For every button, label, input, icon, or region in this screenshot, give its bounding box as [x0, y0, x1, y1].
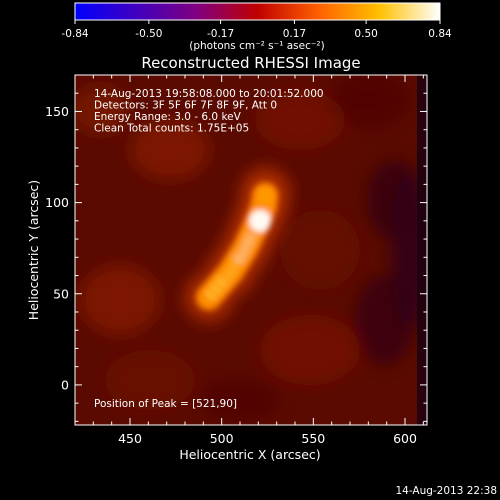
annotation-line: Clean Total counts: 1.75E+05 [94, 123, 249, 135]
annotation-line: 14-Aug-2013 19:58:08.000 to 20:01:52.000 [94, 88, 324, 100]
source-core [257, 187, 274, 204]
chart-title: Reconstructed RHESSI Image [141, 54, 360, 72]
colorbar-ticks: -0.84 -0.50 -0.17 0.17 0.50 0.84 [61, 20, 452, 40]
annotation-line: Energy Range: 3.0 - 6.0 keV [94, 111, 242, 123]
x-tick-label: 500 [210, 431, 234, 446]
colorbar-tick-label: -0.84 [61, 28, 88, 40]
plot-area [75, 75, 427, 425]
annotation-block: 14-Aug-2013 19:58:08.000 to 20:01:52.000… [94, 88, 324, 135]
peak-label: Position of Peak = [521,90] [94, 398, 237, 410]
colorbar [74, 2, 441, 21]
colorbar-tick-label: 0.84 [428, 28, 452, 40]
y-tick-label: 150 [45, 104, 69, 119]
flare-source [195, 182, 279, 311]
y-tick-label: 0 [61, 377, 69, 392]
colorbar-tick-label: 0.17 [283, 28, 306, 40]
colorbar-tick-label: -0.50 [135, 28, 162, 40]
x-tick-label: 450 [118, 431, 142, 446]
image-right-strip [417, 75, 427, 425]
background-mottle [75, 75, 427, 420]
x-tick-label: 550 [301, 431, 325, 446]
timestamp: 14-Aug-2013 22:38 [395, 485, 497, 497]
colorbar-tick-label: 0.50 [354, 28, 377, 40]
y-axis-label: Heliocentric Y (arcsec) [26, 180, 41, 320]
y-tick-label: 100 [45, 195, 69, 210]
x-tick-label: 600 [393, 431, 417, 446]
source-peak [249, 209, 272, 232]
x-axis-label: Heliocentric X (arcsec) [179, 447, 320, 462]
annotation-line: Detectors: 3F 5F 6F 7F 8F 9F, Att 0 [94, 100, 277, 112]
y-axis: 0 50 100 150 [45, 74, 427, 422]
y-tick-label: 50 [53, 286, 69, 301]
colorbar-tick-label: -0.17 [207, 28, 234, 40]
plot-frame [74, 74, 428, 426]
colorbar-label: (photons cm⁻² s⁻¹ asec⁻²) [189, 40, 324, 52]
x-axis: 450 500 550 600 [92, 75, 424, 446]
